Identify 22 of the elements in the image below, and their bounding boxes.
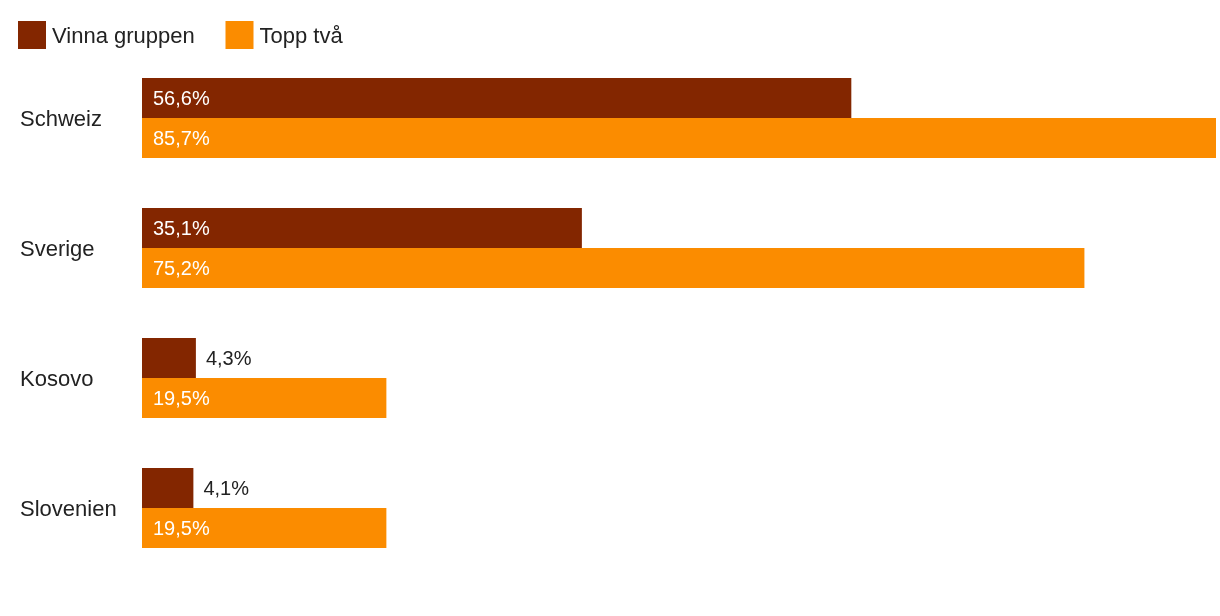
data-label: 75,2% [153,257,210,279]
bar [142,118,1216,158]
data-label: 85,7% [153,127,210,149]
bar [142,78,852,118]
bar [142,338,196,378]
bar [142,508,387,548]
data-label: 4,3% [205,347,252,369]
bar [142,208,582,248]
bar [142,248,1085,288]
y-tick-label: Kosovo [20,365,94,391]
data-label: 56,6% [153,87,210,109]
y-tick-label: Slovenien [20,495,117,521]
legend-label: Vinna gruppen [52,22,195,48]
legend-label: Topp två [259,22,344,48]
bar [142,468,194,508]
y-tick-label: Sverige [20,235,95,261]
data-label: 35,1% [153,217,210,239]
data-label: 19,5% [153,517,210,539]
y-tick-label: Schweiz [20,105,102,131]
bar [142,378,387,418]
data-label: 4,1% [203,477,250,499]
data-label: 19,5% [153,387,210,409]
